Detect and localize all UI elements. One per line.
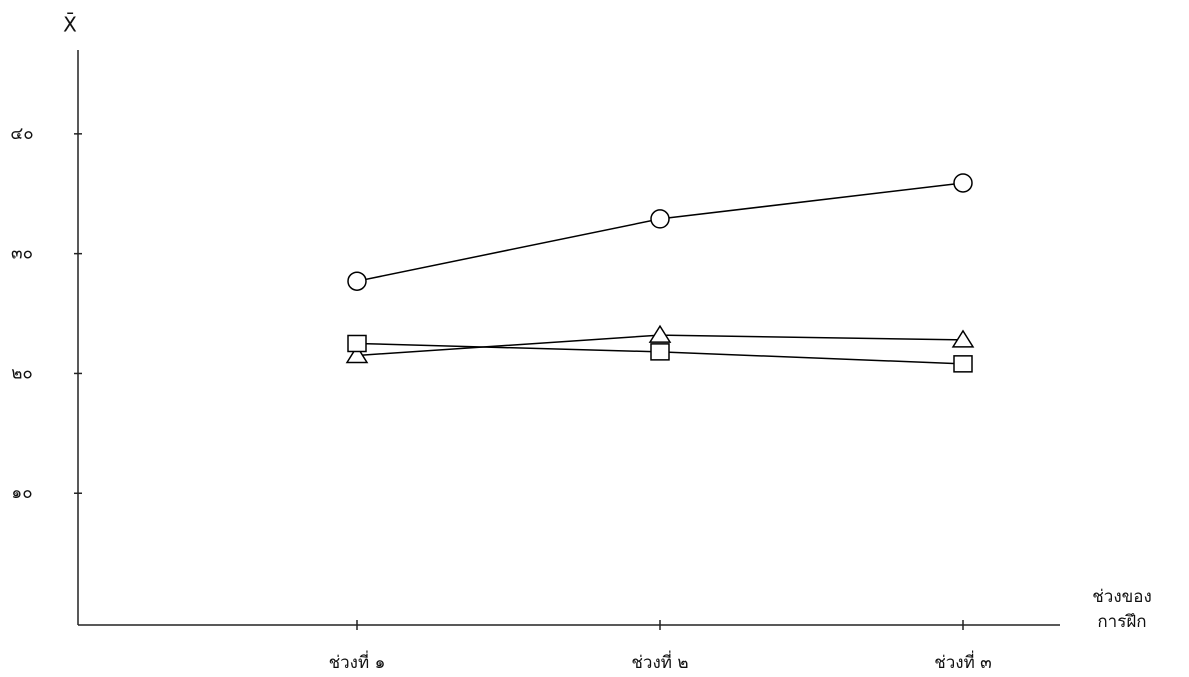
x-tick-label: ช่วงที่ ๑ <box>329 650 386 673</box>
point <box>650 209 670 229</box>
x-tick-label: ช่วงที่ ๓ <box>934 650 992 673</box>
series-line <box>356 182 964 282</box>
point <box>347 271 367 291</box>
y-tick-label: ๓๐ <box>11 244 33 264</box>
y-tick-label: ๔๐ <box>10 124 33 144</box>
point <box>650 343 670 361</box>
y-tick-label: ๑๐ <box>11 483 32 503</box>
x-axis-label: ช่วงของ <box>1092 587 1152 607</box>
point <box>347 334 367 353</box>
point <box>648 324 672 343</box>
point <box>953 355 973 373</box>
y-axis-label: X̄ <box>63 12 77 37</box>
point <box>345 345 369 364</box>
point <box>951 329 975 348</box>
point <box>953 173 973 193</box>
x-axis-label: การฝึก <box>1097 612 1146 632</box>
y-tick-label: ๒๐ <box>11 363 33 383</box>
x-tick-label: ช่วงที่ ๒ <box>631 650 688 673</box>
